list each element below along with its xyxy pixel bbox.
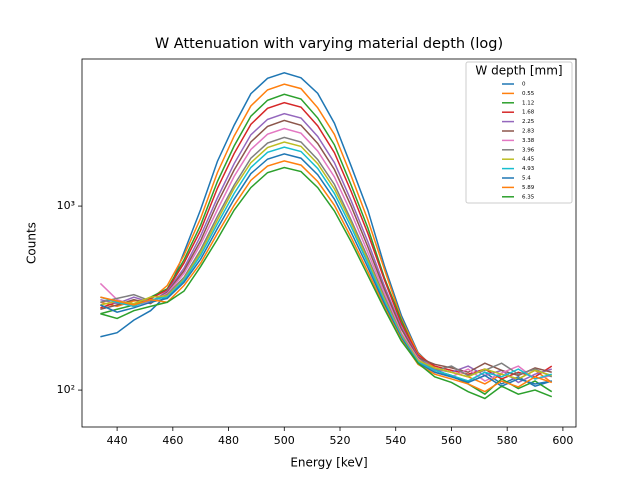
x-tick-label: 540 bbox=[385, 434, 406, 447]
legend-title: W depth [mm] bbox=[475, 64, 562, 78]
y-tick-label: 10³ bbox=[57, 199, 75, 212]
series-line bbox=[100, 153, 552, 388]
legend-label: 1.68 bbox=[522, 110, 535, 116]
legend-label: 5.89 bbox=[522, 185, 535, 191]
legend-label: 0.55 bbox=[522, 91, 535, 97]
x-tick-label: 500 bbox=[274, 434, 295, 447]
x-tick-label: 580 bbox=[497, 434, 518, 447]
series-line bbox=[100, 166, 553, 400]
legend-label: 2.83 bbox=[522, 129, 535, 135]
series-line bbox=[99, 127, 552, 382]
legend-label: 1.12 bbox=[522, 100, 534, 106]
x-axis-label: Energy [keV] bbox=[290, 456, 367, 470]
legend-label: 4.45 bbox=[522, 157, 535, 163]
series-line bbox=[100, 112, 552, 384]
x-tick-label: 440 bbox=[107, 434, 128, 447]
series-line bbox=[100, 141, 552, 380]
legend-label: 0 bbox=[522, 82, 526, 88]
plot-frame bbox=[81, 58, 577, 428]
y-axis-label: Counts bbox=[25, 222, 39, 264]
y-tick-label: 10² bbox=[57, 383, 75, 396]
series-line bbox=[100, 160, 552, 393]
chart-title: W Attenuation with varying material dept… bbox=[155, 36, 503, 52]
series-line bbox=[100, 83, 553, 385]
x-tick-label: 480 bbox=[218, 434, 239, 447]
legend-box bbox=[465, 61, 573, 204]
legend-label: 3.38 bbox=[522, 138, 535, 144]
series-line bbox=[100, 146, 552, 382]
legend-label: 3.96 bbox=[522, 147, 535, 153]
x-tick-label: 460 bbox=[162, 434, 183, 447]
legend-label: 2.25 bbox=[522, 119, 535, 125]
x-tick-label: 600 bbox=[552, 434, 573, 447]
series-line bbox=[100, 93, 553, 396]
series-line bbox=[100, 119, 552, 377]
legend-label: 6.35 bbox=[522, 194, 535, 200]
x-tick-label: 560 bbox=[441, 434, 462, 447]
legend-label: 4.93 bbox=[522, 166, 535, 172]
legend-label: 5.4 bbox=[522, 176, 531, 182]
x-tick-label: 520 bbox=[330, 434, 351, 447]
